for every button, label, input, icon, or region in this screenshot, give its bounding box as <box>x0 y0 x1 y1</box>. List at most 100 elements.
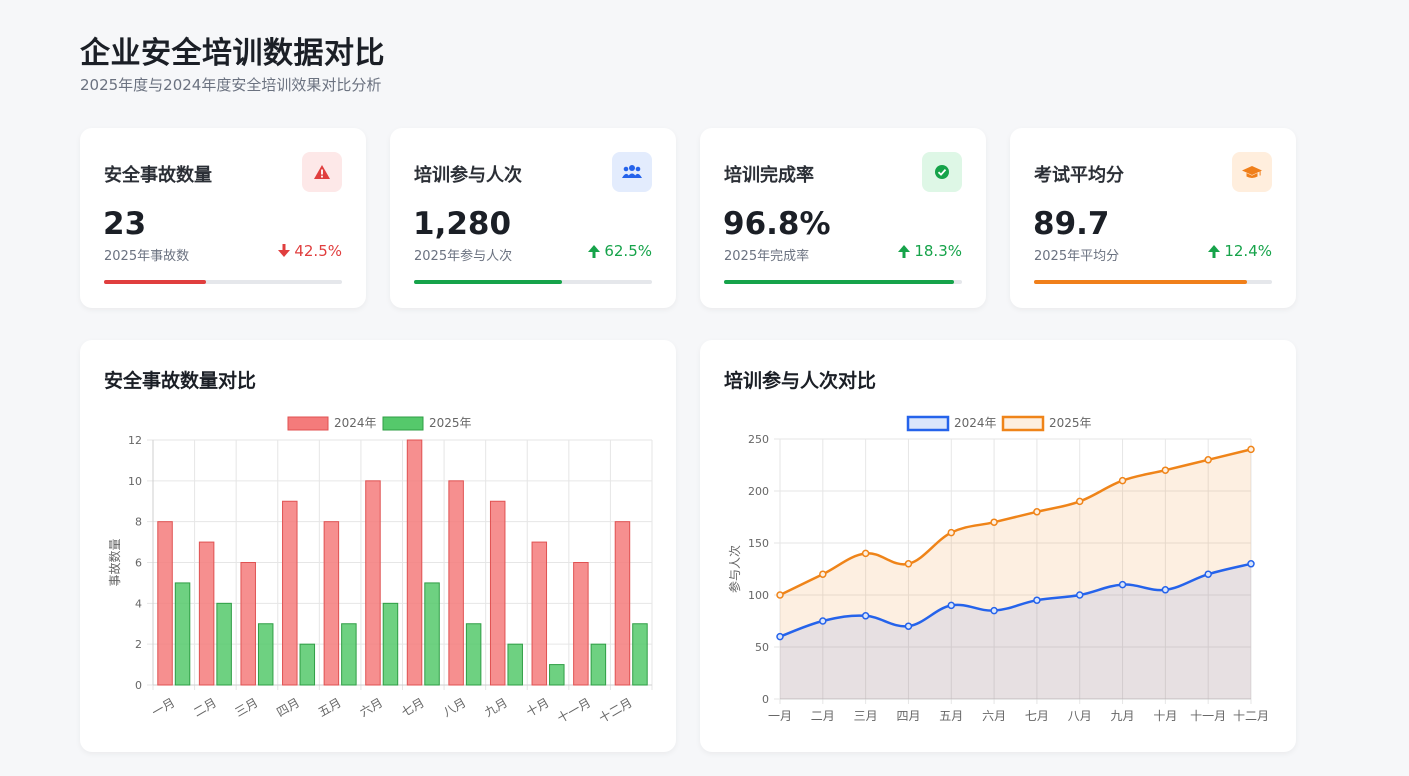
card-title: 培训参与人次 <box>414 165 522 186</box>
change-indicator: 62.5% <box>588 242 652 260</box>
bar-2024 <box>406 439 423 686</box>
bar-2025 <box>590 643 607 686</box>
x-tick-label: 五月 <box>316 695 344 719</box>
y-tick-label: 0 <box>762 693 769 706</box>
bar-2024 <box>157 521 173 686</box>
bar-2024 <box>448 480 464 686</box>
bar-2025 <box>341 623 357 686</box>
chart-title: 安全事故数量对比 <box>104 370 257 392</box>
legend-label: 2024年 <box>334 416 377 430</box>
legend-label: 2024年 <box>954 416 997 430</box>
y-tick-label: 250 <box>748 433 769 446</box>
x-tick-label: 二月 <box>811 709 835 723</box>
point-2024年 <box>1204 570 1212 578</box>
y-tick-label: 100 <box>748 589 769 602</box>
x-tick-label: 二月 <box>191 695 219 719</box>
x-tick-label: 七月 <box>1025 709 1049 723</box>
point-2024年 <box>819 617 827 625</box>
y-tick-label: 12 <box>128 434 142 447</box>
x-tick-label: 一月 <box>768 709 792 723</box>
x-tick-label: 三月 <box>854 709 878 723</box>
card-title: 安全事故数量 <box>104 165 212 186</box>
bar-2024 <box>365 480 381 686</box>
x-tick-label: 八月 <box>1068 709 1092 723</box>
stat-card-exam-score: 考试平均分 89.7 2025年平均分 12.4% <box>1010 128 1296 308</box>
bar-2024 <box>323 521 340 686</box>
point-2024年 <box>776 632 784 641</box>
bar-2025 <box>382 602 399 686</box>
point-2024年 <box>947 601 956 610</box>
point-2024年 <box>1161 586 1170 594</box>
point-2025年 <box>1075 497 1084 506</box>
stat-card-completion: 培训完成率 96.8% 2025年完成率 18.3% <box>700 128 986 308</box>
x-tick-label: 六月 <box>982 709 1006 723</box>
point-2025年 <box>861 549 870 558</box>
card-value: 23 <box>103 206 147 242</box>
x-tick-label: 十二月 <box>1233 709 1269 723</box>
point-2025年 <box>776 591 784 599</box>
bar-2024 <box>614 521 631 686</box>
y-axis-label: 事故数量 <box>107 538 122 586</box>
x-tick-label: 五月 <box>939 709 963 723</box>
accident-bar-chart: 2024年 2025年024681012一月 二月 三月 四月 五月 六月 七月 八月 九月 十月十… <box>107 416 653 726</box>
y-axis-label: 参与人次 <box>727 545 742 593</box>
bar-2025 <box>174 582 191 686</box>
card-title: 培训完成率 <box>724 165 814 186</box>
progress-fill <box>724 280 955 284</box>
point-2024年 <box>1247 560 1255 568</box>
x-tick-label: 六月 <box>357 695 385 719</box>
x-tick-label: 十一月 <box>1190 709 1226 723</box>
page-subtitle: 2025年度与2024年度安全培训效果对比分析 <box>80 76 382 94</box>
point-2025年 <box>1161 466 1170 474</box>
y-tick-label: 2 <box>135 638 142 651</box>
page-title: 企业安全培训数据对比 <box>80 36 385 71</box>
line-2024年 <box>779 562 1252 638</box>
point-2024年 <box>990 606 998 615</box>
arrow-up-icon <box>1208 245 1221 258</box>
point-2025年 <box>947 528 956 537</box>
point-2025年 <box>1033 508 1041 516</box>
arrow-down-icon <box>278 244 291 257</box>
y-tick-label: 10 <box>128 475 142 488</box>
bar-2025 <box>549 664 565 686</box>
legend-label: 2025年 <box>1049 416 1092 430</box>
point-2024年 <box>904 622 913 630</box>
y-tick-label: 6 <box>135 557 142 570</box>
progress-track <box>1034 280 1272 284</box>
bar-2024 <box>531 541 548 686</box>
legend-swatch <box>906 415 950 432</box>
x-tick-label: 三月 <box>233 695 261 719</box>
chart-title: 培训参与人次对比 <box>724 370 877 392</box>
x-tick-label: 四月 <box>274 695 302 719</box>
x-tick-label: 十月 <box>1153 709 1177 723</box>
legend-swatch <box>287 416 329 431</box>
change-indicator: 12.4% <box>1208 242 1272 260</box>
bar-2025 <box>257 623 274 686</box>
y-tick-label: 50 <box>755 641 769 654</box>
point-2025年 <box>990 518 998 526</box>
check-circle-icon <box>922 152 962 192</box>
change-indicator: 42.5% <box>278 242 342 260</box>
x-tick-label: 十月 <box>524 695 552 719</box>
area-2024年 <box>780 563 1251 699</box>
bar-2024 <box>489 500 506 686</box>
progress-fill <box>1034 280 1248 284</box>
area-2025年 <box>780 449 1251 699</box>
progress-track <box>104 280 342 284</box>
legend-swatch <box>382 416 424 431</box>
card-title: 考试平均分 <box>1034 165 1124 186</box>
arrow-up-icon <box>898 245 911 258</box>
change-value: 18.3% <box>914 242 962 260</box>
change-value: 62.5% <box>604 242 652 260</box>
change-value: 12.4% <box>1224 242 1272 260</box>
point-2025年 <box>1204 456 1212 464</box>
point-2025年 <box>1247 445 1255 454</box>
change-value: 42.5% <box>294 242 342 260</box>
x-tick-label: 四月 <box>896 709 920 723</box>
graduation-cap-icon <box>1232 152 1272 192</box>
progress-track <box>414 280 652 284</box>
x-tick-label: 七月 <box>399 695 427 719</box>
bar-2024 <box>240 562 256 686</box>
participation-chart-panel: 培训参与人次对比 2024年 2025年 0 50 100 150 200 250 一月 二月 三月… <box>700 340 1296 752</box>
card-value: 1,280 <box>413 206 512 242</box>
